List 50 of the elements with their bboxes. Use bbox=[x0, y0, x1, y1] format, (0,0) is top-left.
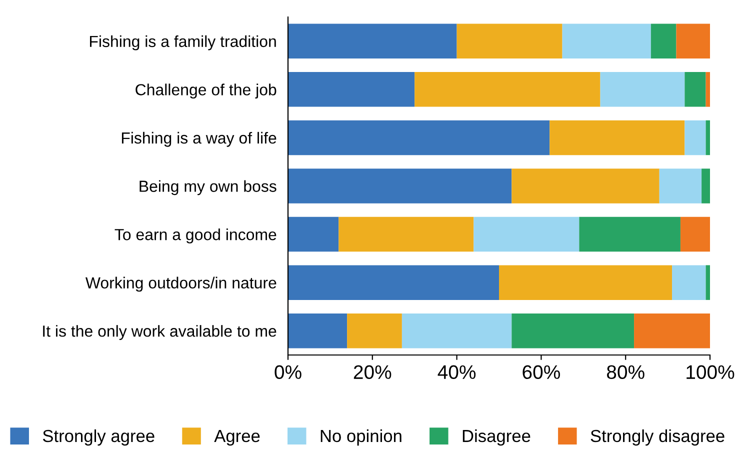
bar bbox=[288, 313, 348, 348]
bar bbox=[706, 120, 710, 156]
bar bbox=[579, 216, 680, 252]
legend-label: Disagree bbox=[462, 429, 530, 446]
y-tick-label: It is the only work available to me bbox=[43, 325, 276, 340]
legend-label: Agree bbox=[214, 430, 260, 446]
bar bbox=[288, 72, 415, 107]
y-tick-label: Being my own boss bbox=[140, 180, 276, 196]
bar bbox=[672, 265, 706, 300]
x-tick-label: 80% bbox=[606, 365, 644, 380]
bar bbox=[680, 216, 710, 252]
y-tick-label: Fishing is a family tradition bbox=[90, 35, 276, 50]
bar bbox=[650, 24, 676, 59]
bar bbox=[676, 24, 710, 59]
bar bbox=[550, 120, 685, 156]
bar bbox=[414, 72, 600, 107]
bar bbox=[347, 313, 402, 348]
legend-label: Strongly agree bbox=[42, 429, 154, 446]
bar bbox=[499, 265, 672, 300]
bar bbox=[402, 313, 512, 348]
bar bbox=[684, 120, 706, 156]
bar bbox=[474, 216, 580, 252]
bar bbox=[706, 265, 710, 300]
bar bbox=[288, 120, 550, 156]
bar bbox=[600, 72, 685, 107]
bar bbox=[288, 168, 512, 204]
bar bbox=[706, 72, 710, 107]
bar bbox=[512, 168, 660, 204]
y-tick-label: To earn a good income bbox=[114, 228, 276, 244]
legend-label: No opinion bbox=[320, 429, 402, 446]
x-tick-label: 0% bbox=[274, 365, 302, 380]
x-tick-label: 40% bbox=[438, 365, 476, 380]
bar bbox=[562, 24, 651, 59]
bar bbox=[684, 72, 706, 107]
bar bbox=[659, 168, 702, 204]
x-tick-label: 20% bbox=[354, 365, 392, 380]
bar bbox=[702, 168, 710, 204]
bar bbox=[288, 265, 499, 300]
x-tick-label: 100% bbox=[686, 365, 734, 380]
legend-label: Strongly disagree bbox=[590, 429, 724, 446]
y-tick-label: Challenge of the job bbox=[136, 84, 276, 99]
bar bbox=[338, 216, 474, 252]
x-tick-label: 60% bbox=[522, 365, 560, 380]
bar bbox=[512, 313, 634, 348]
bar bbox=[288, 216, 339, 252]
bar bbox=[634, 313, 710, 348]
bar bbox=[456, 24, 562, 59]
bar bbox=[288, 24, 457, 59]
y-tick-label: Fishing is a way of life bbox=[122, 132, 276, 147]
y-tick-label: Working outdoors/in nature bbox=[85, 276, 276, 292]
